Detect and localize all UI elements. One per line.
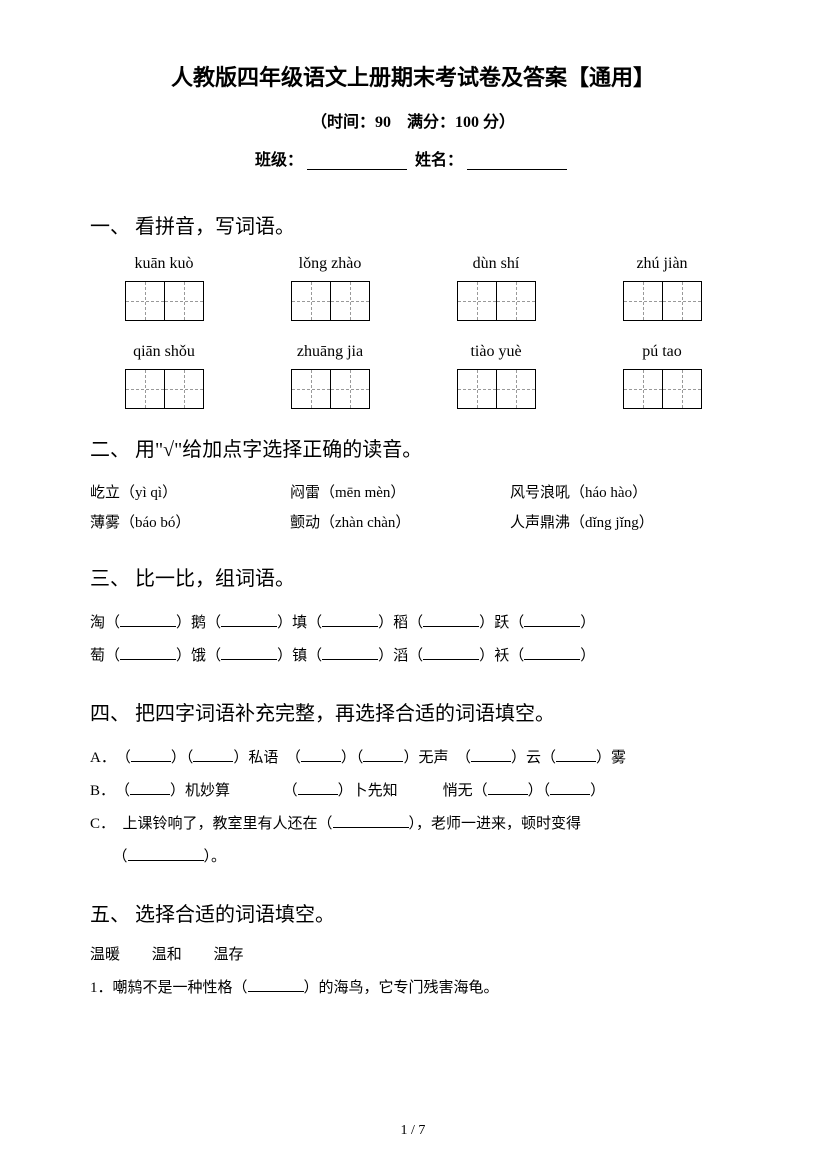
pinyin-text: pú tao [642,343,682,361]
char-boxes [291,281,370,321]
name-blank [467,154,567,170]
q2-item: 人声鼎沸（dǐng jǐng） [510,508,736,538]
pinyin-item: zhuāng jia [260,343,400,409]
pinyin-text: lǒng zhào [299,255,362,273]
q4-lineA: A． （）（）私语 （）（）无声 （）云（）雾 [90,742,736,775]
char-boxes [457,281,536,321]
char-boxes [623,369,702,409]
q4-lineB: B． （）机妙算 （）卜先知 悄无（）（） [90,775,736,808]
pinyin-item: qiān shǒu [94,343,234,409]
char-boxes [623,281,702,321]
q2-row: 屹立（yì qì） 闷雷（mēn mèn） 风号浪吼（háo hào） [90,478,736,508]
q4-title: 四、 把四字词语补充完整，再选择合适的词语填空。 [90,697,736,726]
pinyin-text: qiān shǒu [133,343,195,361]
q4-lineC: C． 上课铃响了，教室里有人还在（），老师一进来，顿时变得 [90,808,736,841]
pinyin-item: kuān kuò [94,255,234,321]
q5-opt: 温存 [214,947,244,963]
pinyin-item: tiào yuè [426,343,566,409]
char-boxes [125,281,204,321]
q3-line1: 淘（）鹅（）填（）稻（）跃（） [90,607,736,640]
q2-item: 闷雷（mēn mèn） [290,478,510,508]
student-info-line: 班级： 姓名： [90,146,736,170]
q5-options: 温暖 温和 温存 [90,943,736,964]
pinyin-text: dùn shí [473,255,520,273]
q2-item: 风号浪吼（háo hào） [510,478,736,508]
document-title: 人教版四年级语文上册期末考试卷及答案【通用】 [90,60,736,92]
q2-row: 薄雾（báo bó） 颤动（zhàn chàn） 人声鼎沸（dǐng jǐng） [90,508,736,538]
pinyin-text: zhú jiàn [636,255,687,273]
q2-title: 二、 用"√"给加点字选择正确的读音。 [90,433,736,462]
q2-item: 屹立（yì qì） [90,478,290,508]
q2-item: 薄雾（báo bó） [90,508,290,538]
q5-opt: 温和 [152,947,182,963]
class-label: 班级： [255,152,303,169]
char-boxes [125,369,204,409]
document-subtitle: （时间：90 满分：100 分） [90,108,736,132]
q1-row2: qiān shǒu zhuāng jia tiào yuè pú tao [90,343,736,409]
q1-row1: kuān kuò lǒng zhào dùn shí zhú jiàn [90,255,736,321]
char-boxes [457,369,536,409]
q5-line1: 1．嘲鸫不是一种性格（）的海鸟，它专门残害海龟。 [90,972,736,1005]
page-number: 1 / 7 [0,1123,826,1139]
q3-title: 三、 比一比，组词语。 [90,562,736,591]
pinyin-item: dùn shí [426,255,566,321]
char-boxes [291,369,370,409]
pinyin-item: pú tao [592,343,732,409]
pinyin-item: zhú jiàn [592,255,732,321]
pinyin-item: lǒng zhào [260,255,400,321]
q1-title: 一、 看拼音，写词语。 [90,210,736,239]
pinyin-text: tiào yuè [470,343,521,361]
name-label: 姓名： [415,152,463,169]
q2-item: 颤动（zhàn chàn） [290,508,510,538]
q4-lineC-cont: （）。 [90,841,736,874]
class-blank [307,154,407,170]
pinyin-text: zhuāng jia [297,343,363,361]
q5-title: 五、 选择合适的词语填空。 [90,898,736,927]
pinyin-text: kuān kuò [134,255,193,273]
q3-line2: 萄（）饿（）镇（）滔（）袄（） [90,640,736,673]
q5-opt: 温暖 [90,947,120,963]
